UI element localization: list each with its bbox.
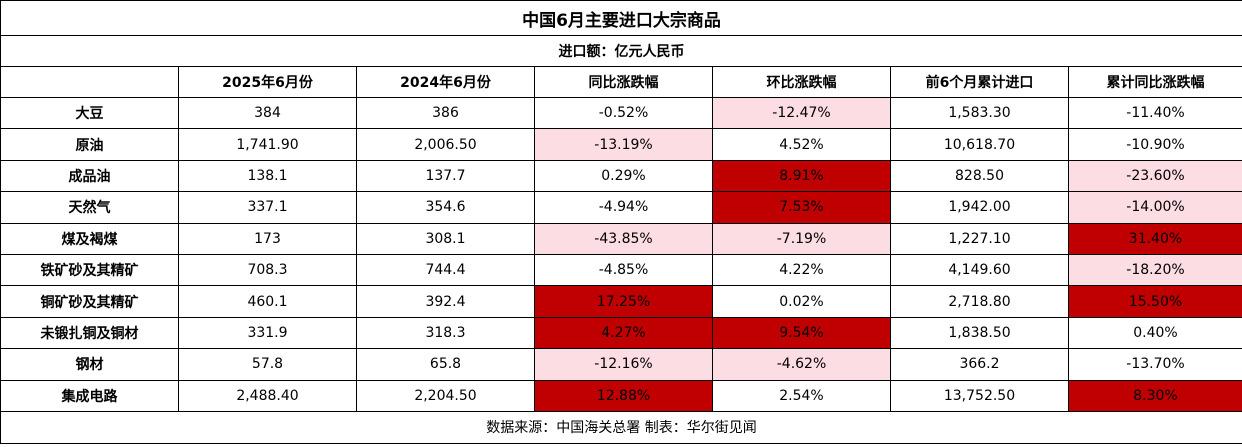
cell-h1-cumulative: 366.2	[890, 348, 1069, 381]
row-label: 铁矿砂及其精矿	[0, 253, 179, 287]
cell-value-2024-june: 744.4	[356, 253, 535, 287]
unit-row: 进口额：亿元人民币	[0, 35, 1242, 67]
table-row: 集成电路 2,488.40 2,204.50 12.88% 2.54% 13,752.50…	[0, 379, 1242, 412]
cell-h1-cumulative: 4,149.60	[890, 253, 1069, 287]
cell-value-2025-june: 1,741.90	[178, 128, 357, 161]
column-header-2025-june: 2025年6月份	[178, 66, 357, 98]
table-row: 钢材 57.8 65.8 -12.16% -4.62% 366.2 -13.70%	[0, 348, 1242, 381]
title-row: 中国6月主要进口大宗商品	[0, 0, 1242, 36]
cell-value-2024-june: 65.8	[356, 348, 535, 381]
cell-value-2025-june: 384	[178, 96, 357, 130]
cell-mom-change: 7.53%	[712, 191, 891, 224]
cell-h1-cumulative: 2,718.80	[890, 285, 1069, 318]
cell-value-2025-june: 337.1	[178, 191, 357, 224]
row-label: 大豆	[0, 96, 179, 130]
cell-h1-cumulative: 828.50	[890, 159, 1069, 193]
cell-h1-cumulative: 1,227.10	[890, 222, 1069, 255]
table-row: 煤及褐煤 173 308.1 -43.85% -7.19% 1,227.10 31.40%	[0, 222, 1242, 255]
row-label: 钢材	[0, 348, 179, 381]
cell-mom-change: 4.22%	[712, 253, 891, 287]
table-row: 成品油 138.1 137.7 0.29% 8.91% 828.50 -23.60%	[0, 159, 1242, 193]
table-row: 天然气 337.1 354.6 -4.94% 7.53% 1,942.00 -14.00%	[0, 191, 1242, 224]
cell-cumulative-yoy: 0.40%	[1068, 316, 1242, 350]
cell-value-2025-june: 57.8	[178, 348, 357, 381]
cell-yoy-change: -4.85%	[534, 253, 713, 287]
cell-yoy-change: -13.19%	[534, 128, 713, 161]
cell-mom-change: -12.47%	[712, 96, 891, 130]
cell-value-2024-june: 392.4	[356, 285, 535, 318]
cell-value-2025-june: 173	[178, 222, 357, 255]
cell-cumulative-yoy: -10.90%	[1068, 128, 1242, 161]
row-label: 集成电路	[0, 379, 179, 412]
cell-yoy-change: 17.25%	[534, 285, 713, 318]
cell-value-2025-june: 2,488.40	[178, 379, 357, 412]
cell-yoy-change: -4.94%	[534, 191, 713, 224]
cell-yoy-change: -12.16%	[534, 348, 713, 381]
cell-h1-cumulative: 1,942.00	[890, 191, 1069, 224]
unit-label: 进口额：亿元人民币	[0, 35, 1242, 67]
cell-value-2024-june: 2,204.50	[356, 379, 535, 412]
cell-value-2024-june: 354.6	[356, 191, 535, 224]
cell-value-2025-june: 708.3	[178, 253, 357, 287]
cell-mom-change: 4.52%	[712, 128, 891, 161]
column-header-2024-june: 2024年6月份	[356, 66, 535, 98]
cell-h1-cumulative: 1,583.30	[890, 96, 1069, 130]
cell-value-2024-june: 308.1	[356, 222, 535, 255]
table-body: 大豆 384 386 -0.52% -12.47% 1,583.30 -11.40% 原油 1,…	[0, 96, 1242, 412]
column-header-yoy-change: 同比涨跌幅	[534, 66, 713, 98]
cell-h1-cumulative: 1,838.50	[890, 316, 1069, 350]
cell-cumulative-yoy: -13.70%	[1068, 348, 1242, 381]
cell-mom-change: 9.54%	[712, 316, 891, 350]
cell-value-2024-june: 386	[356, 96, 535, 130]
cell-cumulative-yoy: -23.60%	[1068, 159, 1242, 193]
cell-cumulative-yoy: -14.00%	[1068, 191, 1242, 224]
cell-mom-change: 0.02%	[712, 285, 891, 318]
table-row: 未锻扎铜及铜材 331.9 318.3 4.27% 9.54% 1,838.50 0.40%	[0, 316, 1242, 350]
table-row: 原油 1,741.90 2,006.50 -13.19% 4.52% 10,618.70-…	[0, 128, 1242, 161]
header-corner	[0, 66, 179, 98]
cell-yoy-change: 12.88%	[534, 379, 713, 412]
cell-mom-change: -4.62%	[712, 348, 891, 381]
cell-yoy-change: -43.85%	[534, 222, 713, 255]
cell-value-2025-june: 138.1	[178, 159, 357, 193]
source-row: 数据来源：中国海关总署 制表：华尔街见闻	[0, 410, 1242, 444]
cell-mom-change: 2.54%	[712, 379, 891, 412]
cell-h1-cumulative: 13,752.50	[890, 379, 1069, 412]
cell-value-2024-june: 137.7	[356, 159, 535, 193]
table-title: 中国6月主要进口大宗商品	[0, 0, 1242, 36]
table-row: 铜矿砂及其精矿 460.1 392.4 17.25% 0.02% 2,718.80 15.5…	[0, 285, 1242, 318]
row-label: 铜矿砂及其精矿	[0, 285, 179, 318]
header-row: 2025年6月份 2024年6月份 同比涨跌幅 环比涨跌幅 前6个月累计进口 累…	[0, 66, 1242, 98]
row-label: 煤及褐煤	[0, 222, 179, 255]
cell-value-2025-june: 460.1	[178, 285, 357, 318]
row-label: 未锻扎铜及铜材	[0, 316, 179, 350]
cell-yoy-change: 0.29%	[534, 159, 713, 193]
row-label: 天然气	[0, 191, 179, 224]
table-row: 铁矿砂及其精矿 708.3 744.4 -4.85% 4.22% 4,149.60 -18.…	[0, 253, 1242, 287]
cell-cumulative-yoy: -18.20%	[1068, 253, 1242, 287]
cell-h1-cumulative: 10,618.70	[890, 128, 1069, 161]
cell-yoy-change: -0.52%	[534, 96, 713, 130]
cell-cumulative-yoy: 31.40%	[1068, 222, 1242, 255]
row-label: 原油	[0, 128, 179, 161]
cell-mom-change: -7.19%	[712, 222, 891, 255]
cell-value-2024-june: 2,006.50	[356, 128, 535, 161]
row-label: 成品油	[0, 159, 179, 193]
cell-yoy-change: 4.27%	[534, 316, 713, 350]
cell-value-2025-june: 331.9	[178, 316, 357, 350]
source-note: 数据来源：中国海关总署 制表：华尔街见闻	[0, 410, 1242, 444]
table-row: 大豆 384 386 -0.52% -12.47% 1,583.30 -11.40%	[0, 96, 1242, 130]
cell-cumulative-yoy: 8.30%	[1068, 379, 1242, 412]
column-header-h1-cumulative: 前6个月累计进口	[890, 66, 1069, 98]
column-header-mom-change: 环比涨跌幅	[712, 66, 891, 98]
cell-cumulative-yoy: 15.50%	[1068, 285, 1242, 318]
cell-value-2024-june: 318.3	[356, 316, 535, 350]
cell-mom-change: 8.91%	[712, 159, 891, 193]
column-header-cumulative-yoy: 累计同比涨跌幅	[1068, 66, 1242, 98]
cell-cumulative-yoy: -11.40%	[1068, 96, 1242, 130]
